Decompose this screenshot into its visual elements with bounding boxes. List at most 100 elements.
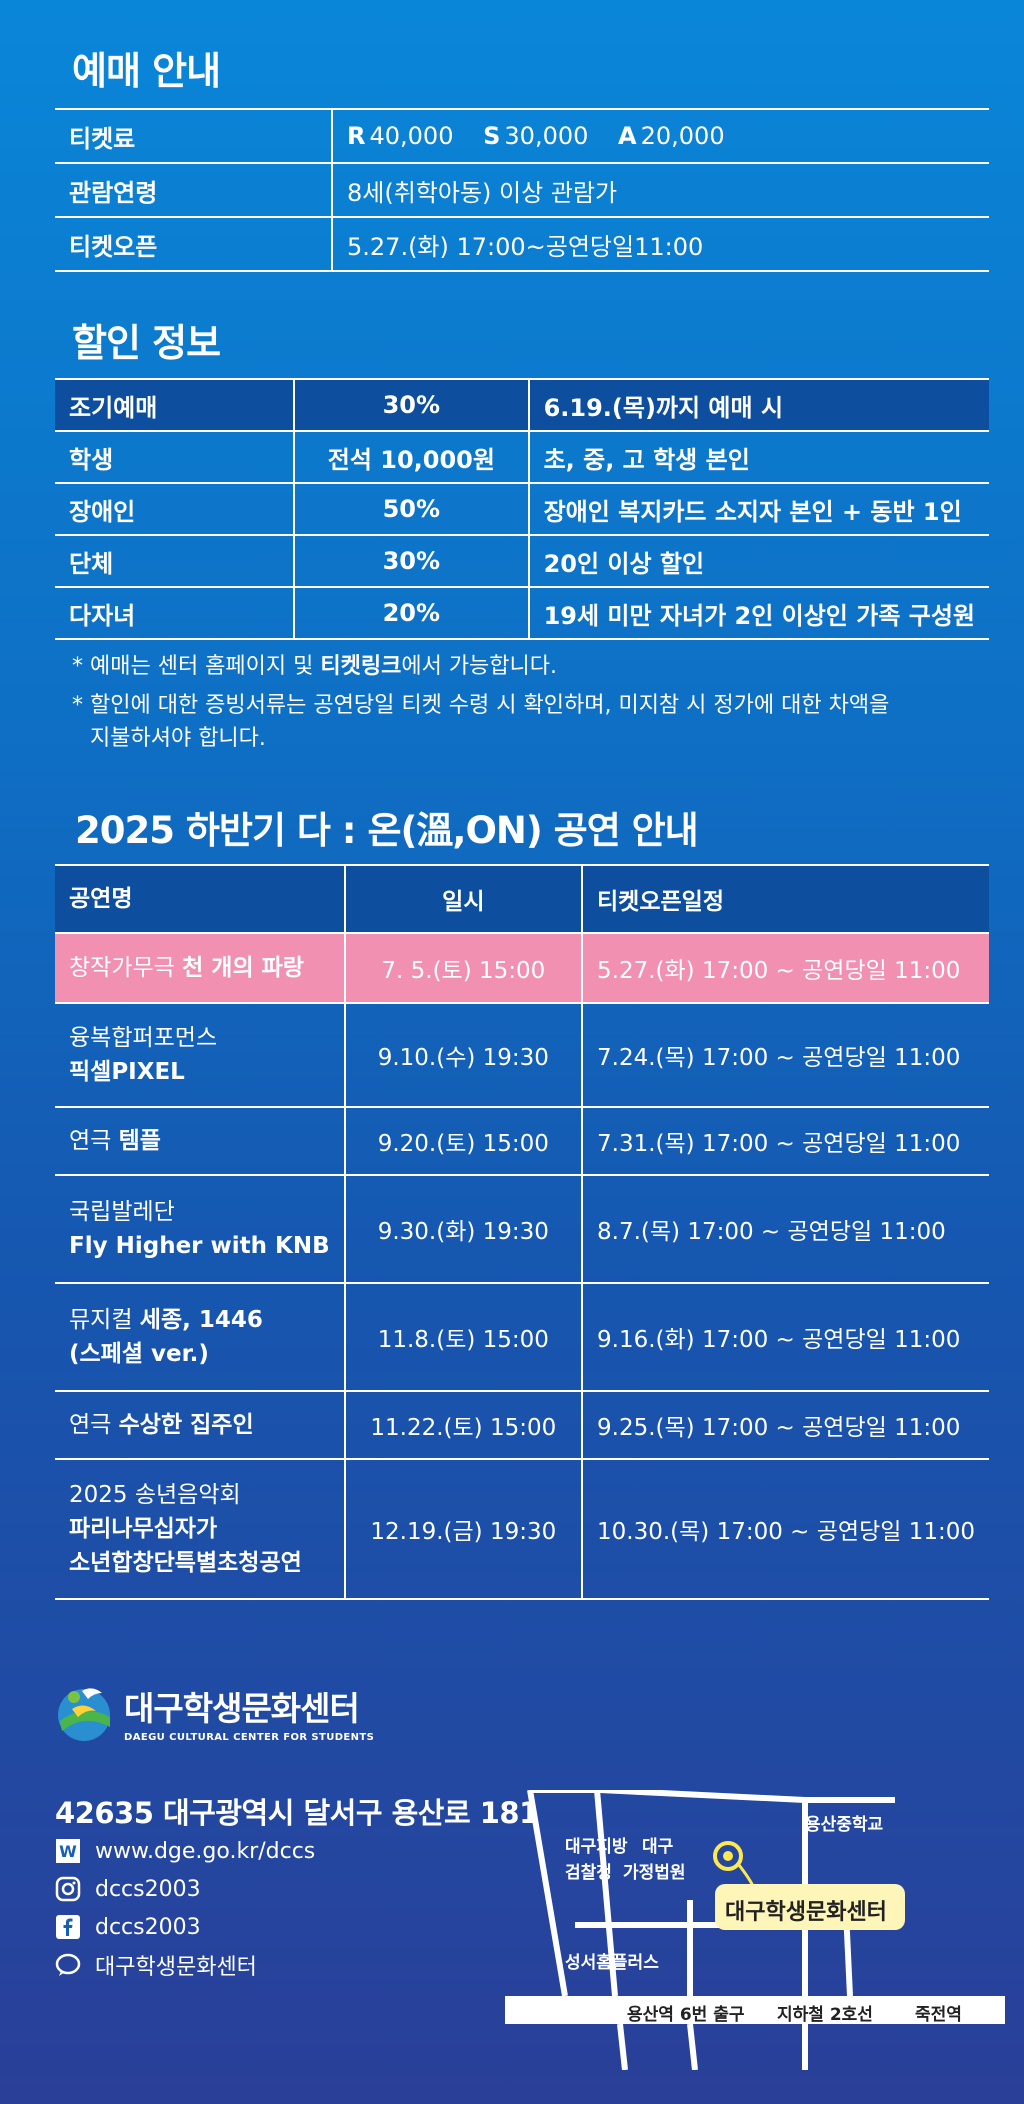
discount-type: 다자녀 bbox=[55, 587, 296, 640]
table-row: 다자녀 20% 19세 미만 자녀가 2인 이상인 가족 구성원 bbox=[55, 587, 989, 640]
performance-genre: 연극 bbox=[69, 1412, 119, 1438]
performance-name: 연극 템플 bbox=[55, 1107, 346, 1176]
price-a: 20,000 bbox=[640, 122, 725, 150]
performance-name: 뮤지컬 세종, 1446 (스페셜 ver.) bbox=[55, 1283, 346, 1392]
grade-a: A bbox=[618, 122, 637, 150]
performance-open: 9.25.(목) 17:00 ~ 공연당일 11:00 bbox=[582, 1391, 989, 1460]
discount-section-title: 할인 정보 bbox=[72, 321, 221, 365]
performance-title: 템플 bbox=[118, 1128, 161, 1154]
note-2-line2: 지불하셔야 합니다. bbox=[90, 726, 266, 751]
discount-type: 조기예매 bbox=[55, 378, 296, 432]
table-row: 2025 송년음악회 파리나무십자가 소년합창단특별초청공연 12.19.(금) 1… bbox=[55, 1459, 989, 1600]
website-link[interactable]: www.dge.go.kr/dccs bbox=[95, 1838, 316, 1864]
discount-condition: 19세 미만 자녀가 2인 이상인 가족 구성원 bbox=[528, 587, 989, 640]
grade-s: S bbox=[483, 122, 501, 150]
table-row: 연극 템플 9.20.(토) 15:00 7.31.(목) 17:00 ~ 공연… bbox=[55, 1107, 989, 1176]
table-row: 학생 전석 10,000원 초, 중, 고 학생 본인 bbox=[55, 431, 989, 484]
note-1-pre: * 예매는 센터 홈페이지 및 bbox=[72, 654, 321, 679]
discount-rate: 30% bbox=[294, 378, 530, 432]
table-row: 국립발레단 Fly Higher with KNB 9.30.(화) 19:30 … bbox=[55, 1175, 989, 1284]
contact-list: W www.dge.go.kr/dccs dccs2003 dccs2003 대… bbox=[55, 1832, 315, 1984]
map-label-homeplus: 성서홈플러스 bbox=[565, 1953, 659, 1973]
discount-rate: 20% bbox=[294, 587, 530, 640]
performance-section-title: 2025 하반기 다 : 온(溫,ON) 공연 안내 bbox=[75, 809, 699, 852]
center-name: 대구학생문화센터 bbox=[124, 1689, 360, 1728]
facebook-item[interactable]: dccs2003 bbox=[55, 1908, 315, 1946]
map-label-prosecutor-l1: 대구지방 bbox=[565, 1837, 628, 1857]
performance-name: 창작가무극 천 개의 파랑 bbox=[55, 933, 346, 1004]
svg-text:W: W bbox=[59, 1842, 77, 1861]
discount-notes: * 예매는 센터 홈페이지 및 티켓링크에서 가능합니다. * 할인에 대한 증… bbox=[72, 650, 889, 755]
map-roads bbox=[505, 1790, 1005, 2070]
performance-date: 11.22.(토) 15:00 bbox=[344, 1391, 584, 1460]
map-label-court-l2: 가정법원 bbox=[623, 1863, 686, 1883]
performance-genre: 2025 송년음악회 bbox=[69, 1482, 241, 1508]
instagram-item[interactable]: dccs2003 bbox=[55, 1870, 315, 1908]
discount-condition: 6.19.(목)까지 예매 시 bbox=[528, 378, 989, 432]
performance-date: 9.20.(토) 15:00 bbox=[344, 1107, 584, 1176]
performance-subtitle: (스페셜 ver.) bbox=[69, 1341, 209, 1367]
performance-genre: 뮤지컬 bbox=[69, 1307, 140, 1333]
header-open: 티켓오픈일정 bbox=[582, 864, 989, 934]
website-icon: W bbox=[55, 1838, 81, 1864]
table-row: 융복합퍼포먼스 픽셀PIXEL 9.10.(수) 19:30 7.24.(목) 1… bbox=[55, 1003, 989, 1108]
age-value: 8세(취학아동) 이상 관람가 bbox=[332, 162, 989, 218]
talk-channel[interactable]: 대구학생문화센터 bbox=[95, 1955, 257, 1980]
website-item[interactable]: W www.dge.go.kr/dccs bbox=[55, 1832, 315, 1870]
note-2-line1: * 할인에 대한 증빙서류는 공연당일 티켓 수령 시 확인하며, 미지참 시 … bbox=[72, 693, 890, 718]
performance-open: 9.16.(화) 17:00 ~ 공연당일 11:00 bbox=[582, 1283, 989, 1392]
performance-name: 연극 수상한 집주인 bbox=[55, 1391, 346, 1460]
center-logo: 대구학생문화센터 DAEGU CULTURAL CENTER FOR STUDE… bbox=[52, 1682, 374, 1743]
performance-genre: 창작가무극 bbox=[69, 955, 183, 981]
performance-genre: 연극 bbox=[69, 1128, 119, 1154]
ticket-table: 티켓료 R 40,000 S 30,000 A 20,000 관람연령 8세(취학아동… bbox=[55, 108, 989, 272]
performance-date: 9.10.(수) 19:30 bbox=[344, 1003, 584, 1108]
performance-subtitle: 소년합창단특별초청공연 bbox=[69, 1550, 302, 1576]
discount-condition: 장애인 복지카드 소지자 본인 + 동반 1인 bbox=[528, 483, 989, 536]
chat-icon bbox=[55, 1952, 81, 1978]
performance-name: 국립발레단 Fly Higher with KNB bbox=[55, 1175, 346, 1284]
map-label-prosecutor-l2: 검찰청 bbox=[565, 1863, 612, 1883]
header-date: 일시 bbox=[344, 864, 584, 934]
discount-rate: 전석 10,000원 bbox=[294, 431, 530, 484]
table-row: 티켓오픈 5.27.(화) 17:00~공연당일11:00 bbox=[55, 216, 989, 272]
table-row: 장애인 50% 장애인 복지카드 소지자 본인 + 동반 1인 bbox=[55, 483, 989, 536]
performance-open: 10.30.(목) 17:00 ~ 공연당일 11:00 bbox=[582, 1459, 989, 1600]
discount-rate: 30% bbox=[294, 535, 530, 588]
ticket-section-title: 예매 안내 bbox=[72, 49, 221, 93]
performance-title: 수상한 집주인 bbox=[118, 1412, 254, 1438]
discount-condition: 20인 이상 할인 bbox=[528, 535, 989, 588]
center-address: 42635 대구광역시 달서구 용산로 181 bbox=[55, 1796, 539, 1830]
open-label: 티켓오픈 bbox=[55, 216, 333, 272]
performance-title: 파리나무십자가 bbox=[69, 1516, 218, 1542]
instagram-icon bbox=[55, 1876, 81, 1902]
header-title: 공연명 bbox=[55, 864, 346, 934]
table-row: 연극 수상한 집주인 11.22.(토) 15:00 9.25.(목) 17:0… bbox=[55, 1391, 989, 1460]
table-row: 조기예매 30% 6.19.(목)까지 예매 시 bbox=[55, 378, 989, 432]
performance-genre: 융복합퍼포먼스 bbox=[69, 1025, 218, 1051]
discount-type: 학생 bbox=[55, 431, 296, 484]
talk-item[interactable]: 대구학생문화센터 bbox=[55, 1946, 315, 1984]
facebook-handle[interactable]: dccs2003 bbox=[95, 1914, 201, 1940]
map-label-line: 지하철 2호선 bbox=[777, 2005, 873, 2025]
table-header-row: 공연명 일시 티켓오픈일정 bbox=[55, 864, 989, 934]
table-row: 단체 30% 20인 이상 할인 bbox=[55, 535, 989, 588]
map-label-school: 용산중학교 bbox=[805, 1815, 884, 1835]
discount-table: 조기예매 30% 6.19.(목)까지 예매 시 학생 전석 10,000원 초… bbox=[55, 378, 989, 640]
discount-type: 장애인 bbox=[55, 483, 296, 536]
performance-title: 픽셀PIXEL bbox=[69, 1059, 185, 1085]
facebook-icon bbox=[55, 1914, 81, 1940]
note-1-post: 에서 가능합니다. bbox=[401, 654, 558, 679]
ticket-price-label: 티켓료 bbox=[55, 108, 333, 164]
table-row: 창작가무극 천 개의 파랑 7. 5.(토) 15:00 5.27.(화) 17… bbox=[55, 933, 989, 1004]
map-label-exit: 용산역 6번 출구 bbox=[627, 2005, 745, 2025]
price-s: 30,000 bbox=[504, 122, 589, 150]
performance-open: 5.27.(화) 17:00 ~ 공연당일 11:00 bbox=[582, 933, 989, 1004]
grade-r: R bbox=[347, 122, 366, 150]
note-1: * 예매는 센터 홈페이지 및 티켓링크에서 가능합니다. bbox=[72, 650, 889, 683]
table-row: 티켓료 R 40,000 S 30,000 A 20,000 bbox=[55, 108, 989, 164]
open-value: 5.27.(화) 17:00~공연당일11:00 bbox=[332, 216, 989, 272]
instagram-handle[interactable]: dccs2003 bbox=[95, 1876, 201, 1902]
ticketlink-text: 티켓링크 bbox=[320, 654, 402, 679]
